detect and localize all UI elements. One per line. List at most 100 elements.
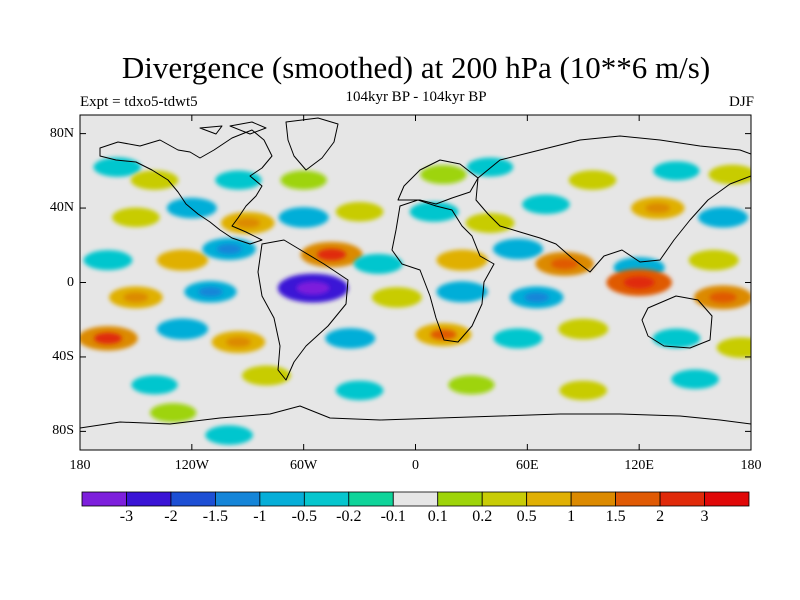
map-ticks [79,115,752,450]
colorbar-label: -1.5 [202,508,229,525]
field-region [493,328,543,349]
colorbar-label: -3 [119,508,134,525]
field-region [241,365,291,386]
y-tick-label: 40N [49,200,74,216]
field-region [559,380,608,401]
coastline-asia [475,135,751,273]
field-region [280,170,327,190]
field-region [325,328,376,349]
coastline-south-america [257,239,349,381]
field-region [568,170,617,190]
x-tick-label: 60W [290,458,318,473]
field-region-core [216,244,242,254]
x-tick-label: 180 [740,458,762,473]
y-tick-label: 80S [52,423,74,439]
y-tick-label: 40S [52,348,74,364]
field-region [420,165,467,185]
field-region [652,328,701,349]
colorbar-label: 0.5 [516,508,537,525]
field-region [112,207,160,228]
season-label: DJF [728,94,754,110]
field-region [131,375,178,395]
field-region [130,170,179,190]
x-tick-label: 120W [174,458,209,473]
coastline-australia [641,295,713,349]
y-tick-label: 0 [67,274,74,290]
coastline-arctic-islands [199,121,267,135]
colorbar-label: 3 [700,508,709,525]
figure-title: Divergence (smoothed) at 200 hPa (10**6 … [121,50,711,85]
field-region-core [645,203,671,214]
field-region [353,253,403,274]
field-region-core [317,248,347,261]
field-region [436,249,488,271]
x-tick-label: 0 [412,458,419,473]
field-region-core [235,217,261,228]
colorbar-swatch [259,491,305,507]
colorbar-swatch [615,491,661,507]
colorbar-label: 1 [567,508,576,525]
colorbar-label: -0.1 [380,508,406,525]
field-region [335,380,384,401]
field-region [436,281,488,303]
field-region-core [551,258,579,270]
experiment-label: Expt = tdxo5-tdwt5 [80,94,198,110]
coastline-antarctica [80,405,751,429]
colorbar-swatch [526,491,572,507]
coastline-north-america [99,129,273,245]
colorbar-label: 0.1 [427,508,448,525]
colorbar-swatch [392,491,439,507]
colorbar [81,491,750,507]
field-region [671,369,719,390]
x-tick-label: 180 [69,458,91,473]
field-region [93,157,142,177]
field-region [465,212,515,233]
colorbar-swatch [659,491,705,507]
field-region [83,250,133,271]
field-region [166,197,217,219]
field-region [522,194,570,215]
field-region-core [524,292,550,303]
coastline-africa-europe [391,199,495,343]
field-region [558,318,609,340]
colorbar-label: -0.5 [291,508,317,525]
field-region-core [623,276,655,289]
field-region [698,207,749,228]
colorbar-swatch [570,491,617,507]
colorbar-swatch [126,491,172,507]
colorbar-swatch [81,491,127,507]
coastlines [80,117,751,429]
colorbar-label: 2 [656,508,665,525]
field-region [653,161,700,181]
colorbar-label: 1.5 [605,508,626,525]
field-region [493,238,544,260]
colorbar-swatch [704,491,750,507]
colorbar-swatch [437,491,483,507]
field-region-core [94,332,122,344]
field-region-core [430,329,457,340]
field-region-core [123,292,149,303]
coastline-greenland [285,117,339,171]
field-region-core [226,337,251,348]
figure-subtitle: 104kyr BP - 104kyr BP [345,89,487,105]
colorbar-swatch [348,491,394,507]
field-region [409,201,459,222]
colorbar-label: -0.2 [336,508,362,525]
y-tick-label: 80N [49,125,74,141]
colorbar-label: -1 [253,508,267,525]
colorbar-label: -2 [164,508,178,525]
field-region-core [296,281,330,295]
field-region [371,287,422,308]
x-tick-label: 120E [624,458,654,473]
field-region [156,318,209,340]
colorbar-swatch [170,491,216,507]
field-region [448,375,495,395]
field-region [335,202,384,222]
field-region [205,425,253,445]
field-region [708,164,751,185]
colorbar-swatch [481,491,528,507]
colorbar-swatch [303,491,350,507]
field-region-core [198,286,223,297]
field-region [688,249,739,271]
field-region [156,249,209,271]
